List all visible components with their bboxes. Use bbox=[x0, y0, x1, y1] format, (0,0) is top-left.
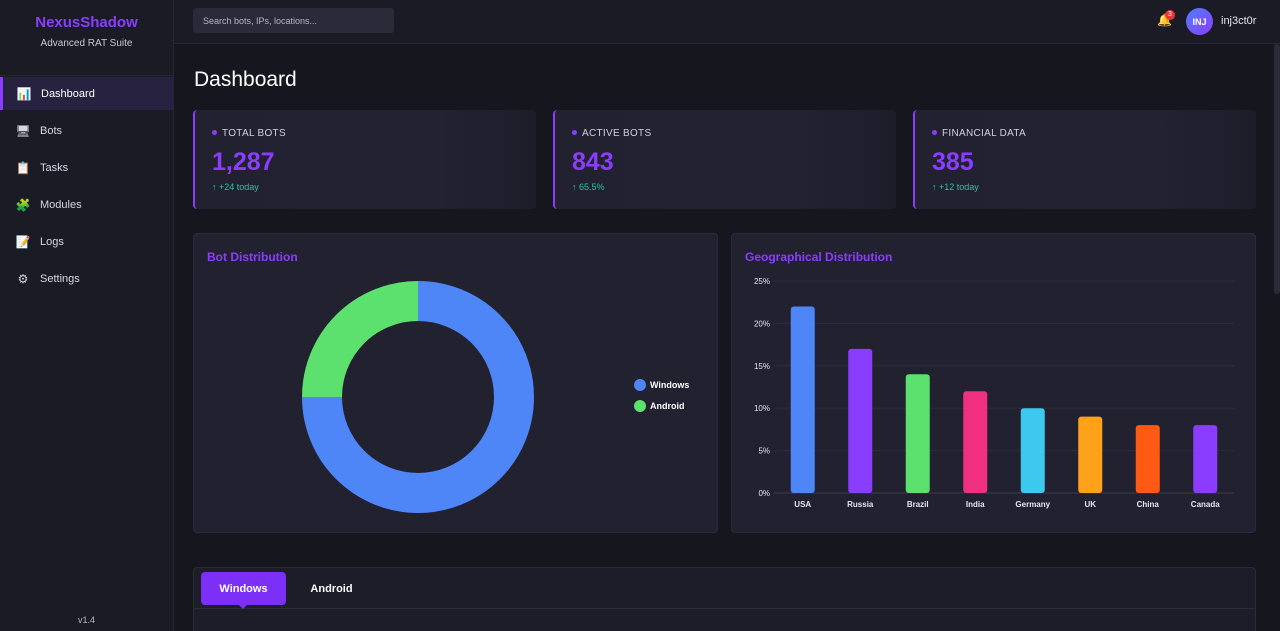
sidebar-nav: 📊 Dashboard 🖥 Bots 📋 Tasks 🧩 Modules 📝 Logs ⚙ Setti… bbox=[0, 77, 174, 299]
stat-label: ACTIVE BOTS bbox=[572, 128, 651, 139]
bar-russia[interactable] bbox=[848, 348, 873, 493]
y-tick-label: 10% bbox=[754, 404, 770, 413]
y-tick-label: 0% bbox=[758, 489, 770, 498]
geo-distribution-panel: Geographical Distribution 0% 5% 10% 15% 20% 2… bbox=[731, 233, 1256, 533]
stat-card-financial-data: FINANCIAL DATA 385 ↑ +12 today bbox=[913, 110, 1256, 209]
memo-icon: 📝 bbox=[15, 234, 31, 249]
bot-distribution-panel: Bot Distribution Windows Android bbox=[193, 233, 718, 533]
bar-germany[interactable] bbox=[1020, 408, 1045, 493]
monitor-icon: 🖥 bbox=[15, 123, 31, 138]
sidebar-item-dashboard[interactable]: 📊 Dashboard bbox=[0, 77, 174, 110]
stat-label-text: ACTIVE BOTS bbox=[582, 128, 652, 139]
version-label: v1.4 bbox=[77, 615, 95, 625]
bar-india[interactable] bbox=[963, 391, 988, 493]
topbar: 🔔 3 INJ inj3ct0r bbox=[174, 0, 1280, 44]
avatar[interactable]: INJ bbox=[1186, 8, 1213, 35]
stat-change: ↑ +12 today bbox=[932, 182, 979, 192]
tabs-bar: Windows Android bbox=[194, 568, 1255, 609]
sidebar-item-settings[interactable]: ⚙ Settings bbox=[0, 262, 174, 295]
sidebar-item-label: Tasks bbox=[40, 161, 69, 174]
chart-icon: 📊 bbox=[16, 86, 32, 101]
gear-icon: ⚙ bbox=[17, 271, 29, 286]
sidebar-item-label: Modules bbox=[40, 198, 82, 211]
y-tick-label: 15% bbox=[754, 362, 770, 371]
legend-label: Android bbox=[650, 401, 685, 411]
scrollbar[interactable] bbox=[1274, 44, 1280, 294]
x-tick-label: Brazil bbox=[907, 500, 929, 509]
x-tick-label: India bbox=[966, 500, 985, 509]
stat-value: 385 bbox=[932, 148, 974, 176]
y-tick-label: 20% bbox=[754, 319, 770, 328]
bar-chart: 0% 5% 10% 15% 20% 25% USA Russia Brazil India Germ… bbox=[754, 277, 1234, 509]
x-tick-label: China bbox=[1137, 500, 1160, 509]
y-tick-label: 25% bbox=[754, 277, 770, 286]
bar-usa[interactable] bbox=[790, 306, 815, 493]
x-tick-label: Russia bbox=[847, 500, 874, 509]
legend-swatch bbox=[634, 379, 646, 391]
brand: NexusShadow Advanced RAT Suite bbox=[0, 0, 173, 76]
dot-icon bbox=[212, 129, 217, 135]
sidebar-item-label: Bots bbox=[40, 124, 63, 137]
panel-title: Bot Distribution bbox=[207, 250, 298, 264]
bar-brazil[interactable] bbox=[905, 374, 930, 493]
notification-badge: 3 bbox=[1165, 10, 1175, 20]
stat-card-active-bots: ACTIVE BOTS 843 ↑ 65.5% bbox=[553, 110, 896, 209]
x-tick-label: UK bbox=[1084, 500, 1096, 509]
brand-title: NexusShadow bbox=[35, 14, 138, 31]
legend-label: Windows bbox=[650, 380, 690, 390]
panel-title: Geographical Distribution bbox=[745, 250, 893, 264]
stat-change: ↑ 65.5% bbox=[572, 182, 605, 192]
stat-label-text: TOTAL BOTS bbox=[222, 128, 286, 139]
sidebar-item-label: Logs bbox=[40, 235, 64, 248]
stat-value: 843 bbox=[572, 148, 614, 176]
dot-icon bbox=[932, 129, 937, 135]
stat-value: 1,287 bbox=[212, 148, 275, 176]
sidebar-item-modules[interactable]: 🧩 Modules bbox=[0, 188, 174, 221]
search-input[interactable] bbox=[193, 8, 394, 33]
donut-slice-android[interactable] bbox=[302, 281, 419, 398]
x-tick-label: USA bbox=[794, 500, 811, 509]
dot-icon bbox=[572, 129, 577, 135]
page-title: Dashboard bbox=[194, 68, 297, 91]
bar-uk[interactable] bbox=[1078, 416, 1103, 493]
sidebar-item-bots[interactable]: 🖥 Bots bbox=[0, 114, 174, 147]
stat-card-total-bots: TOTAL BOTS 1,287 ↑ +24 today bbox=[193, 110, 536, 209]
x-tick-label: Canada bbox=[1191, 500, 1220, 509]
stat-label-text: FINANCIAL DATA bbox=[942, 128, 1027, 139]
sidebar: NexusShadow Advanced RAT Suite 📊 Dashboar… bbox=[0, 0, 174, 631]
donut-chart bbox=[302, 281, 534, 513]
puzzle-icon: 🧩 bbox=[15, 197, 31, 212]
sidebar-item-tasks[interactable]: 📋 Tasks bbox=[0, 151, 174, 184]
bar-china[interactable] bbox=[1135, 425, 1160, 493]
legend-item-windows[interactable]: Windows bbox=[634, 379, 689, 391]
bar-canada[interactable] bbox=[1193, 425, 1218, 493]
stat-change: ↑ +24 today bbox=[212, 182, 259, 192]
y-tick-label: 5% bbox=[758, 447, 770, 456]
donut-slice-windows[interactable] bbox=[302, 281, 534, 513]
tab-android[interactable]: Android bbox=[310, 582, 353, 595]
notification-bell[interactable]: 🔔 3 bbox=[1157, 10, 1175, 27]
clipboard-icon: 📋 bbox=[15, 160, 31, 175]
stat-label: TOTAL BOTS bbox=[212, 128, 286, 139]
sidebar-item-label: Settings bbox=[40, 272, 80, 285]
donut-legend: Windows Android bbox=[634, 379, 689, 421]
os-tabs-panel: Windows Android bbox=[193, 567, 1256, 631]
sidebar-item-logs[interactable]: 📝 Logs bbox=[0, 225, 174, 258]
legend-swatch bbox=[634, 400, 646, 412]
avatar-initials: INJ bbox=[1192, 16, 1207, 27]
brand-subtitle: Advanced RAT Suite bbox=[40, 38, 133, 49]
x-tick-label: Germany bbox=[1015, 500, 1050, 509]
username[interactable]: inj3ct0r bbox=[1221, 15, 1257, 27]
main-content: Dashboard TOTAL BOTS 1,287 ↑ +24 today A… bbox=[174, 44, 1280, 631]
tab-windows[interactable]: Windows bbox=[201, 572, 286, 609]
stat-label: FINANCIAL DATA bbox=[932, 128, 1026, 139]
legend-item-android[interactable]: Android bbox=[634, 400, 689, 412]
sidebar-item-label: Dashboard bbox=[41, 87, 95, 100]
